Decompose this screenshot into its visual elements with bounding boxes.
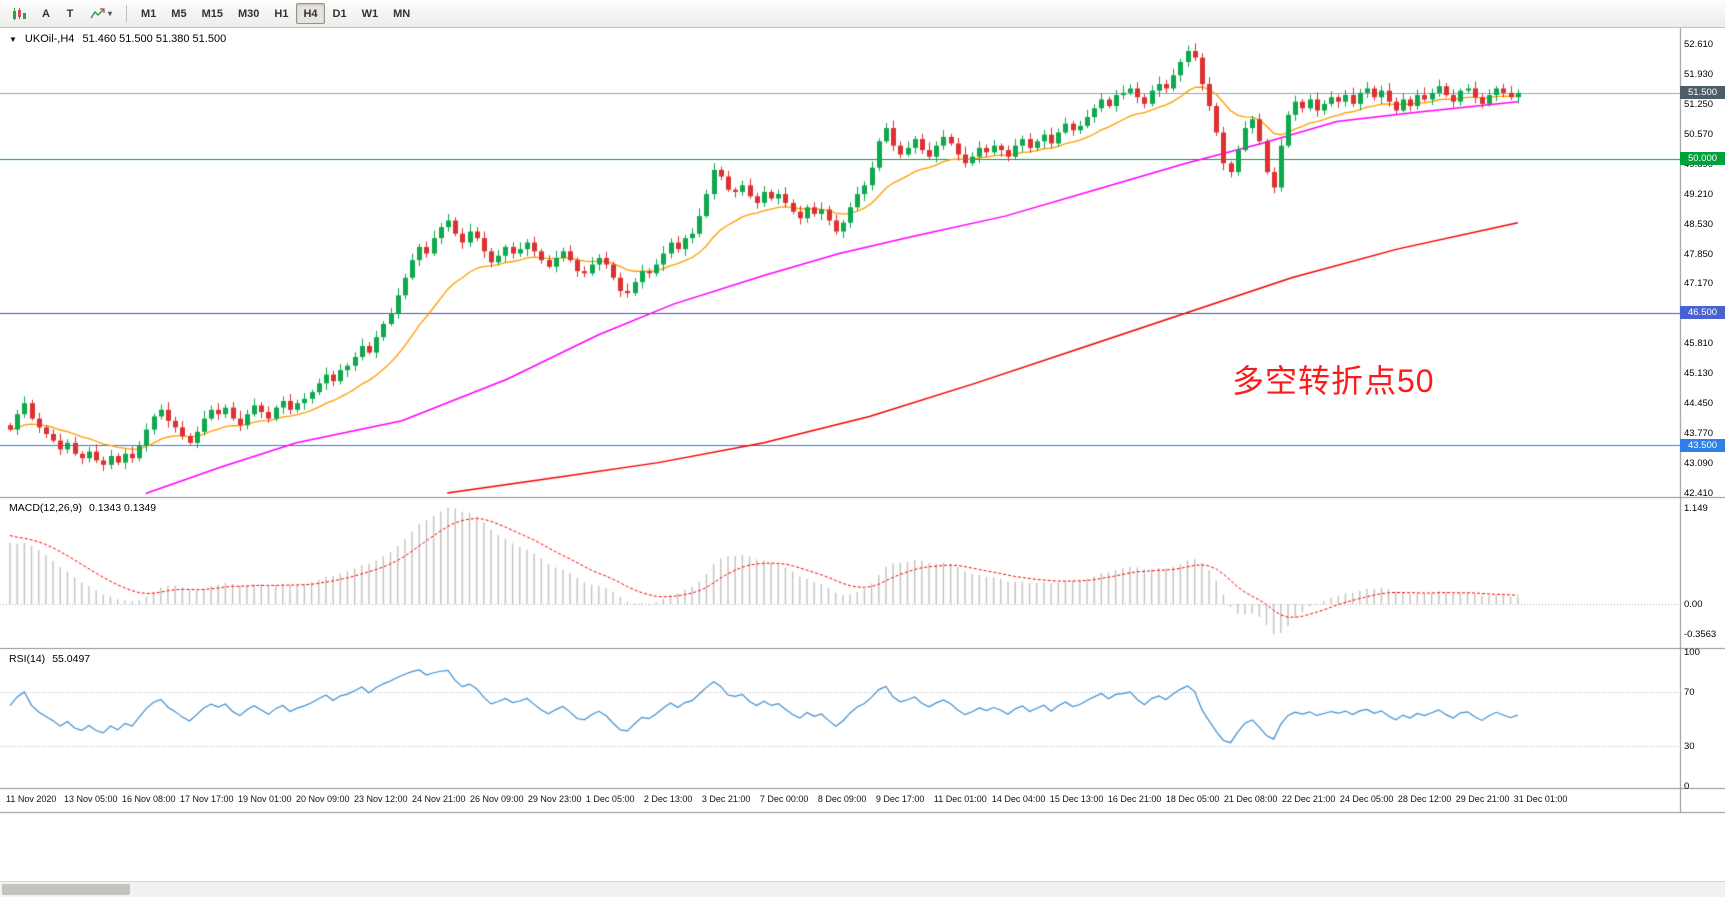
toolbar: A T ▾ M1 M5 M15 M30 H1 H4 D1 W1 MN [0, 0, 1725, 28]
price-tick-label: 51.930 [1684, 68, 1714, 80]
timeframe-mn[interactable]: MN [393, 7, 411, 20]
time-axis-label: 11 Dec 01:00 [933, 794, 987, 804]
indicators-icon [90, 8, 105, 19]
time-axis-label: 19 Nov 01:00 [237, 794, 292, 804]
time-axis-label: 18 Dec 05:00 [1165, 794, 1220, 804]
horizontal-scrollbar[interactable] [0, 881, 1725, 897]
macd-name: MACD(12,26,9) [9, 502, 82, 514]
macd-axis-label: 1.149 [1684, 503, 1708, 514]
price-tick-label: 47.850 [1684, 248, 1714, 260]
time-axis-label: 29 Dec 21:00 [1455, 794, 1510, 804]
time-axis-label: 16 Dec 21:00 [1107, 794, 1162, 804]
annotation-text[interactable]: 多空转折点50 [1232, 363, 1435, 399]
timeframe-m5[interactable]: M5 [171, 7, 187, 20]
macd-values: 0.1343 0.1349 [88, 502, 157, 514]
price-tick-label: 52.610 [1684, 39, 1714, 50]
time-axis-label: 20 Nov 09:00 [295, 794, 350, 804]
time-axis-label: 24 Dec 05:00 [1339, 794, 1394, 804]
time-axis[interactable]: 11 Nov 2020 13 Nov 05:00 16 Nov 08:00 17 No… [0, 791, 1680, 809]
scrollbar-thumb[interactable] [2, 884, 130, 895]
timeframe-h1[interactable]: H1 [274, 7, 289, 20]
price-tick-label: 50.570 [1684, 128, 1714, 140]
macd-axis-label: 0.00 [1684, 599, 1703, 610]
rsi-value: 55.0497 [52, 653, 91, 665]
time-axis-label: 14 Dec 04:00 [991, 794, 1046, 804]
bar-chart-button[interactable] [5, 3, 33, 24]
rsi-axis-label: 100 [1684, 647, 1700, 658]
time-axis-label: 24 Nov 21:00 [411, 794, 466, 804]
text-tool-button[interactable]: A [42, 7, 50, 20]
chevron-down-icon: ▾ [108, 9, 113, 18]
time-axis-label: 13 Nov 05:00 [63, 794, 118, 804]
macd-axis-label: -0.3563 [1684, 629, 1717, 640]
price-tag: 43.500 [1680, 438, 1725, 452]
rsi-axis-label: 0 [1684, 781, 1690, 792]
price-tag: 46.500 [1680, 306, 1725, 320]
price-tick-label: 44.450 [1684, 398, 1714, 410]
price-tick-label: 48.530 [1684, 218, 1714, 230]
time-axis-label: 1 Dec 05:00 [585, 794, 635, 804]
time-axis-label: 7 Dec 00:00 [759, 794, 809, 804]
time-axis-label: 22 Dec 21:00 [1281, 794, 1336, 804]
price-tag: 50.000 [1680, 152, 1725, 166]
time-axis-label: 16 Nov 08:00 [121, 794, 176, 804]
time-axis-label: 28 Dec 12:00 [1397, 794, 1452, 804]
indicators-button[interactable]: ▾ [83, 3, 119, 24]
chart-ohlc-label: ▼ UKOil-,H4 51.460 51.500 51.380 51.500 [9, 33, 226, 45]
time-axis-label: 3 Dec 21:00 [701, 794, 751, 804]
time-axis-label: 15 Dec 13:00 [1049, 794, 1104, 804]
time-axis-label: 9 Dec 17:00 [875, 794, 925, 804]
one-click-trading-toggle-icon[interactable]: ▼ [9, 34, 17, 44]
macd-label: MACD(12,26,9) 0.1343 0.1349 [9, 502, 156, 514]
price-tick-label: 45.810 [1684, 338, 1714, 350]
toolbar-separator [126, 5, 128, 22]
price-tick-label: 42.410 [1684, 488, 1714, 499]
symbol-period-label: UKOil-,H4 [24, 33, 75, 45]
timeframe-w1[interactable]: W1 [361, 7, 379, 20]
price-tick-label: 51.250 [1684, 98, 1714, 110]
time-axis-label: 31 Dec 01:00 [1513, 794, 1568, 804]
price-tick-label: 45.130 [1684, 368, 1714, 380]
rsi-axis-label: 70 [1684, 687, 1695, 699]
template-tool-button[interactable]: T [66, 7, 74, 20]
price-tick-label: 47.170 [1684, 278, 1714, 290]
timeframe-h4[interactable]: H4 [296, 3, 325, 24]
time-axis-label: 8 Dec 09:00 [817, 794, 867, 804]
rsi-label: RSI(14) 55.0497 [9, 653, 90, 665]
price-tag: 51.500 [1680, 86, 1725, 100]
time-axis-label: 21 Dec 08:00 [1223, 794, 1278, 804]
timeframe-m15[interactable]: M15 [201, 7, 223, 20]
price-tick-label: 43.090 [1684, 458, 1714, 470]
time-axis-label: 2 Dec 13:00 [643, 794, 693, 804]
rsi-axis-label: 30 [1684, 740, 1695, 752]
timeframe-d1[interactable]: D1 [332, 7, 347, 20]
bar-chart-icon [13, 7, 26, 20]
price-axis[interactable]: 52.61051.93051.25050.57049.89049.21048.5… [1680, 28, 1725, 813]
timeframe-m1[interactable]: M1 [141, 7, 157, 20]
time-axis-label: 26 Nov 09:00 [469, 794, 524, 804]
time-axis-label: 23 Nov 12:00 [353, 794, 408, 804]
timeframe-m30[interactable]: M30 [237, 7, 260, 20]
time-axis-label: 17 Nov 17:00 [179, 794, 234, 804]
rsi-name: RSI(14) [9, 653, 46, 665]
price-tick-label: 49.210 [1684, 188, 1714, 200]
timeframe-group: M1 M5 M15 M30 H1 H4 D1 W1 MN [134, 3, 417, 24]
time-axis-label: 29 Nov 23:00 [527, 794, 582, 804]
time-axis-label: 11 Nov 2020 [6, 794, 57, 804]
price-tick-label: 43.770 [1684, 428, 1714, 440]
ohlc-values: 51.460 51.500 51.380 51.500 [82, 33, 227, 45]
